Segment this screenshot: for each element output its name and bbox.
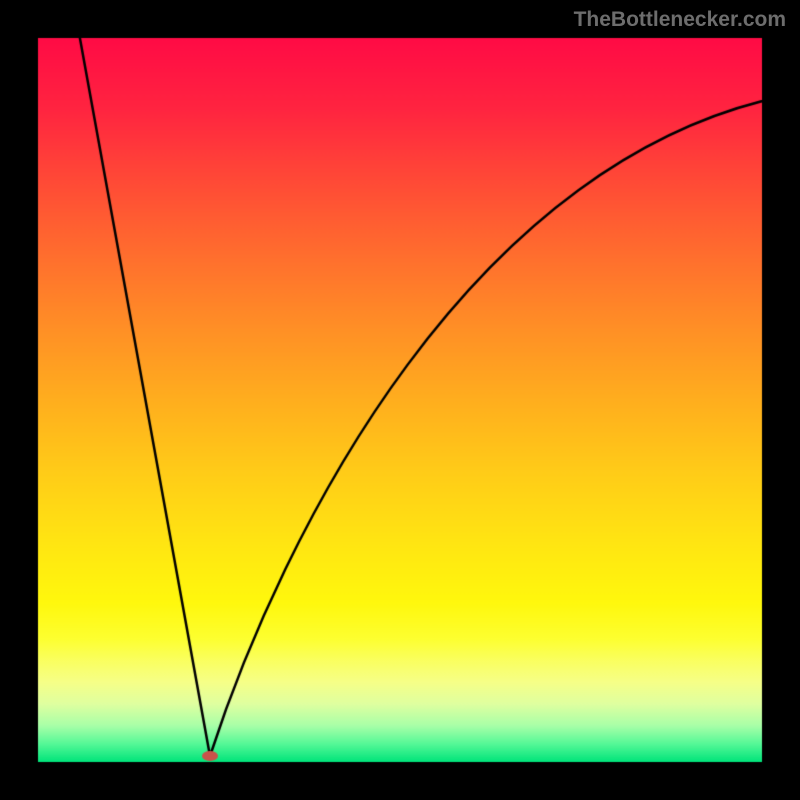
watermark-text: TheBottlenecker.com [574, 8, 786, 32]
chart-container: TheBottlenecker.com [0, 0, 800, 800]
chart-canvas [0, 0, 800, 800]
